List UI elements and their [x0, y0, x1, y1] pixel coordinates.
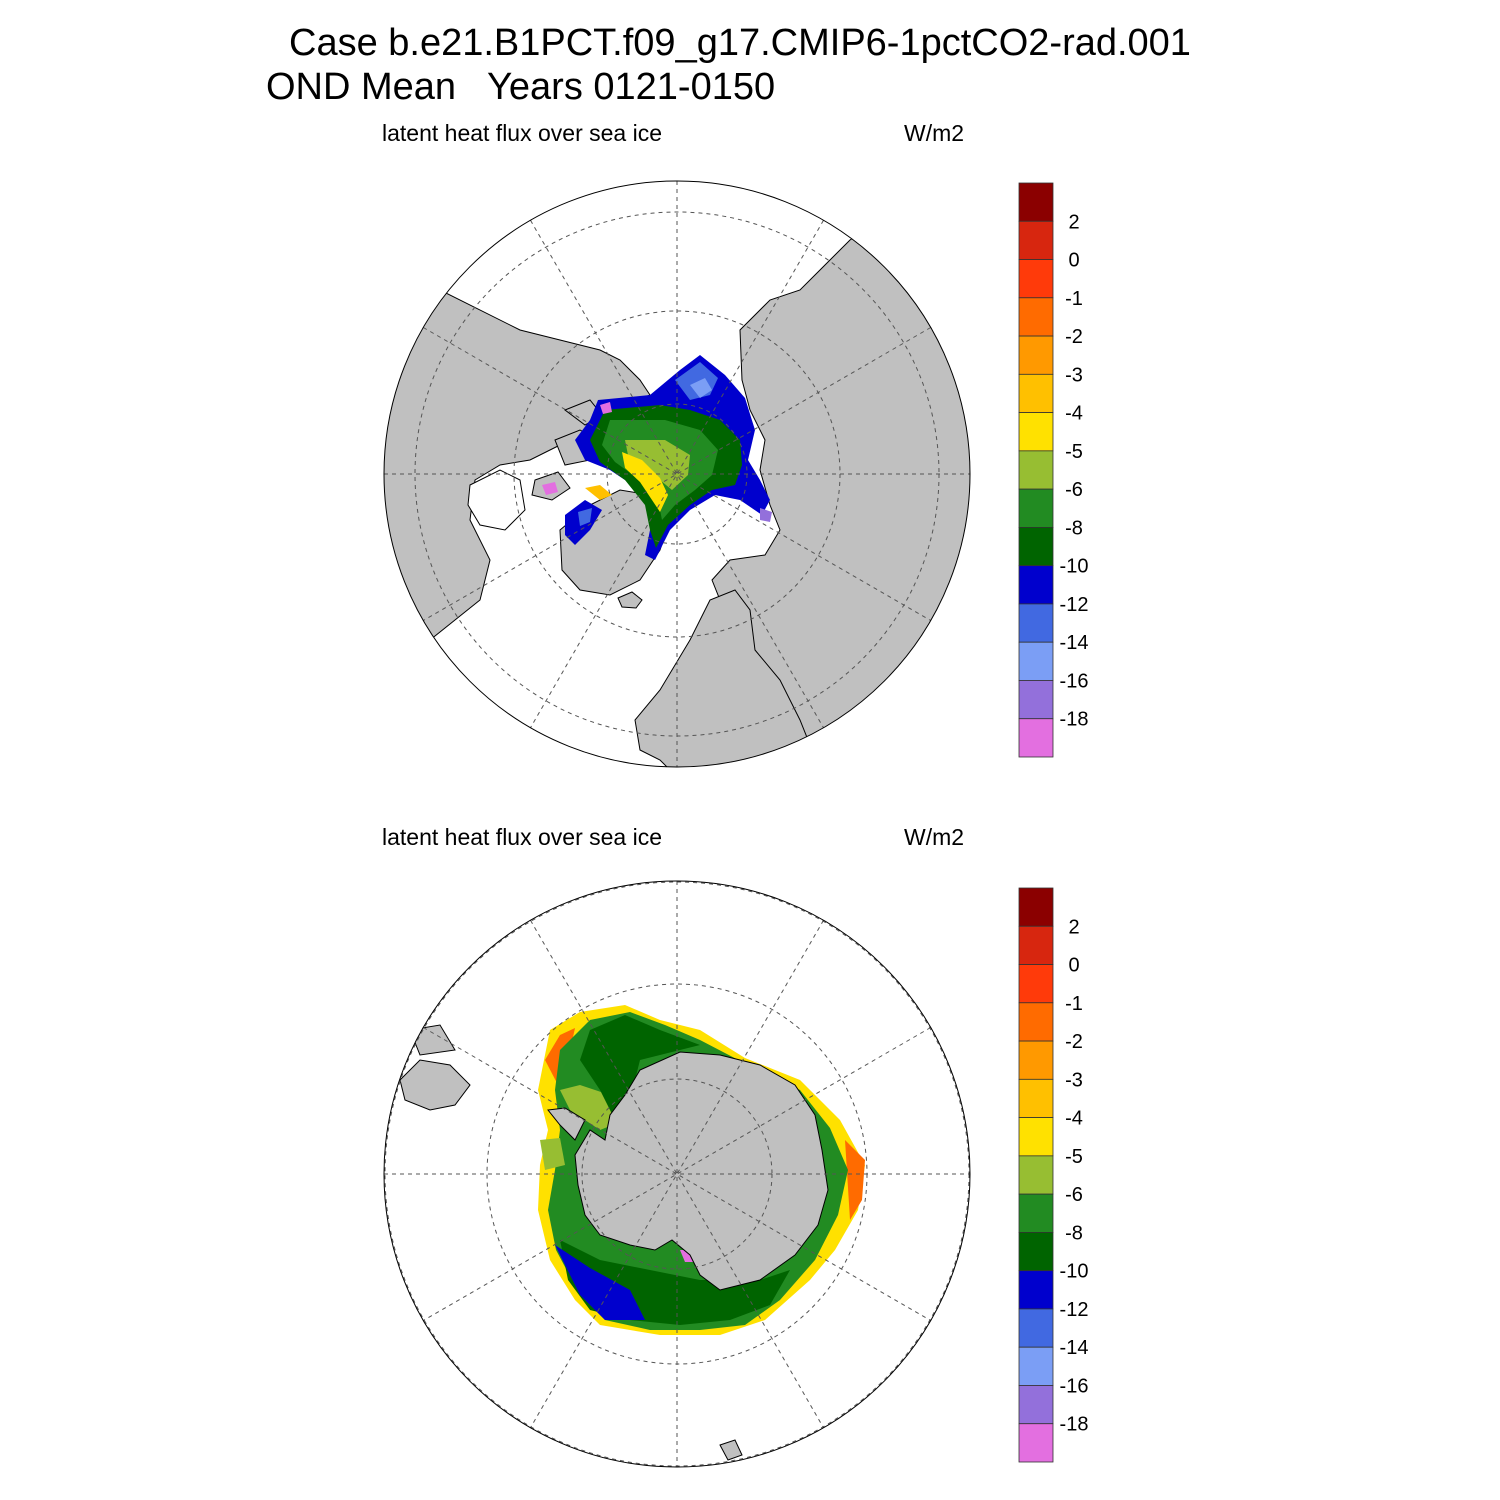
north-colorbar-swatch [1018, 297, 1054, 337]
north-seaice-field [542, 355, 772, 560]
south-colorbar-tick-label: -2 [1065, 1031, 1083, 1053]
north-colorbar-swatch [1018, 641, 1054, 681]
south-colorbar-tick-label: -16 [1060, 1375, 1089, 1397]
north-colorbar: 2 0 -1 -2 -3 -4 -5 -6 -8 -10 -12 -14 -16 -18 [1018, 182, 1089, 758]
south-colorbar-tick-label: -4 [1065, 1108, 1083, 1130]
north-colorbar-tick-label: -6 [1065, 479, 1083, 501]
north-colorbar-tick-label: 2 [1068, 211, 1079, 233]
south-land [399, 1024, 829, 1461]
north-colorbar-tick-label: -12 [1060, 594, 1089, 616]
south-colorbar-swatch [1018, 1002, 1054, 1042]
south-colorbar-swatch [1018, 1155, 1054, 1195]
north-colorbar-swatch [1018, 450, 1054, 490]
north-panel-left-label: latent heat flux over sea ice [382, 120, 662, 146]
north-colorbar-swatch [1018, 182, 1054, 222]
south-colorbar-tick-label: -10 [1060, 1261, 1089, 1283]
north-map-border [383, 180, 971, 768]
north-colorbar-tick-label: -5 [1065, 441, 1083, 463]
south-colorbar-tick-label: -3 [1065, 1069, 1083, 1091]
south-graticule [384, 881, 970, 1467]
figure-title-line2: OND Mean Years 0121-0150 [266, 66, 776, 108]
north-colorbar-swatch [1018, 220, 1054, 260]
south-colorbar: 2 0 -1 -2 -3 -4 -5 -6 -8 -10 -12 -14 -16 -18 [1018, 887, 1089, 1463]
south-polar-map [383, 880, 971, 1468]
north-colorbar-tick-label: -14 [1060, 632, 1089, 654]
south-colorbar-swatch [1018, 1232, 1054, 1272]
north-colorbar-swatch [1018, 718, 1054, 758]
north-colorbar-tick-label: 0 [1068, 250, 1079, 272]
south-colorbar-swatch [1018, 887, 1054, 927]
south-colorbar-swatch [1018, 925, 1054, 965]
north-colorbar-swatch [1018, 527, 1054, 567]
north-colorbar-swatch [1018, 488, 1054, 528]
north-graticule [384, 181, 970, 767]
north-colorbar-swatch [1018, 412, 1054, 452]
north-colorbar-swatch [1018, 680, 1054, 720]
south-panel-units-label: W/m2 [904, 824, 965, 850]
south-panel-left-label: latent heat flux over sea ice [382, 824, 662, 850]
south-colorbar-swatch [1018, 1040, 1054, 1080]
south-colorbar-swatch [1018, 1117, 1054, 1157]
south-colorbar-tick-label: -18 [1060, 1414, 1089, 1436]
south-colorbar-swatch [1018, 1423, 1054, 1463]
south-colorbar-swatch [1018, 1308, 1054, 1348]
south-colorbar-swatch [1018, 1193, 1054, 1233]
north-colorbar-tick-label: -18 [1060, 709, 1089, 731]
south-colorbar-tick-label: -6 [1065, 1184, 1083, 1206]
south-colorbar-tick-label: 0 [1068, 955, 1079, 977]
north-colorbar-tick-label: -3 [1065, 364, 1083, 386]
north-colorbar-swatch [1018, 603, 1054, 643]
north-colorbar-tick-label: -10 [1060, 556, 1089, 578]
south-colorbar-tick-label: -8 [1065, 1222, 1083, 1244]
north-colorbar-tick-label: -8 [1065, 517, 1083, 539]
north-colorbar-swatch [1018, 259, 1054, 299]
north-colorbar-tick-label: -16 [1060, 670, 1089, 692]
north-colorbar-tick-label: -4 [1065, 403, 1083, 425]
figure-title-line1: Case b.e21.B1PCT.f09_g17.CMIP6-1pctCO2-r… [289, 22, 1191, 64]
north-colorbar-tick-label: -1 [1065, 288, 1083, 310]
south-colorbar-tick-label: -14 [1060, 1337, 1089, 1359]
south-colorbar-tick-label: -5 [1065, 1146, 1083, 1168]
south-colorbar-swatch [1018, 1346, 1054, 1386]
south-colorbar-swatch [1018, 964, 1054, 1004]
south-colorbar-swatch [1018, 1270, 1054, 1310]
north-colorbar-swatch [1018, 373, 1054, 414]
south-colorbar-tick-label: 2 [1068, 916, 1079, 938]
north-colorbar-tick-label: -2 [1065, 326, 1083, 348]
south-colorbar-swatch [1018, 1385, 1054, 1425]
north-colorbar-swatch [1018, 565, 1054, 605]
south-colorbar-swatch [1018, 1078, 1054, 1119]
north-colorbar-swatch [1018, 335, 1054, 375]
south-colorbar-tick-label: -12 [1060, 1299, 1089, 1321]
south-map-border [383, 880, 971, 1468]
south-colorbar-tick-label: -1 [1065, 993, 1083, 1015]
north-panel-units-label: W/m2 [904, 120, 965, 146]
north-polar-map [383, 180, 971, 768]
